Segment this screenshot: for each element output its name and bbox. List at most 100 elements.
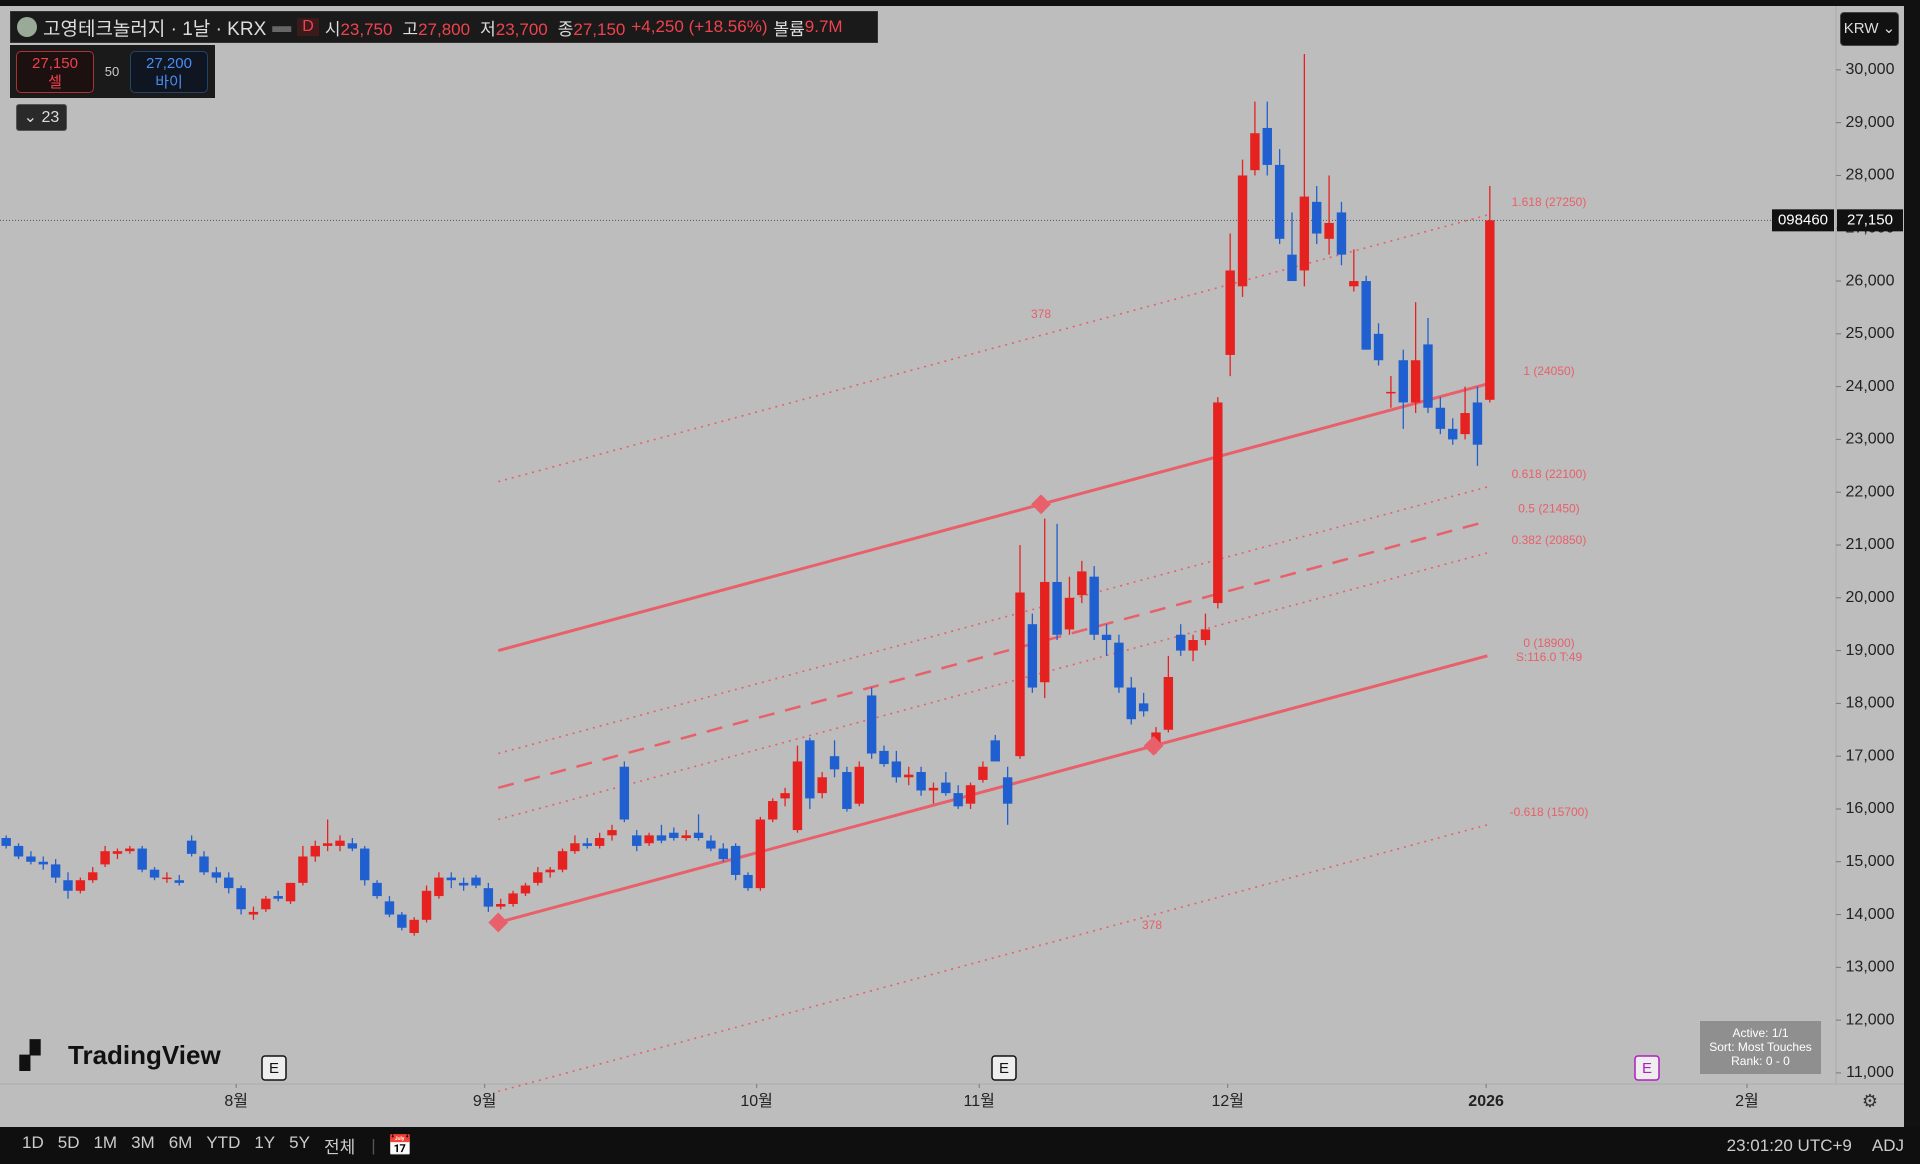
y-tick-label: 23,000 — [1846, 431, 1895, 448]
candle-body — [1324, 222, 1334, 239]
candle-body — [1262, 127, 1272, 165]
candle-body — [496, 903, 506, 907]
candle-body — [1225, 270, 1235, 355]
candle-body — [1423, 344, 1433, 408]
quote-label: 저 — [480, 19, 496, 39]
symbol-name: 고영테크놀러지 · 1날 · KRX — [43, 18, 267, 40]
candle-body — [236, 888, 246, 910]
range-button[interactable]: 5D — [57, 1133, 80, 1152]
candle-body — [471, 877, 481, 886]
range-button[interactable]: 전체 — [323, 1138, 356, 1157]
y-tick-label: 19,000 — [1846, 642, 1895, 659]
x-tick-label: 12월 — [1211, 1092, 1244, 1110]
candle-body — [582, 843, 592, 846]
quote-value: 23,750 — [340, 19, 393, 39]
candle-body — [743, 874, 753, 889]
quote-value: 27,800 — [418, 19, 471, 39]
candle-body — [50, 864, 61, 878]
y-tick-label: 28,000 — [1846, 167, 1895, 184]
candle-body — [990, 740, 1000, 762]
quote-value: 23,700 — [495, 19, 548, 39]
candle-body — [1250, 133, 1260, 171]
quote-item: 고27,800 — [402, 15, 470, 40]
candle-body — [1299, 196, 1310, 271]
range-button[interactable]: 1M — [93, 1133, 118, 1152]
channel-line — [498, 824, 1488, 1093]
candle-body — [360, 848, 370, 881]
channel-label: 0.5 (21450) — [1518, 501, 1579, 515]
symbol-header[interactable]: 고영테크놀러지 · 1날 · KRX ▬ D 시23,750 고27,800 저23… — [10, 11, 878, 43]
x-tick-label: 2026 — [1468, 1093, 1504, 1110]
candle-body — [1015, 592, 1025, 757]
logo-mark: ▞ — [19, 1039, 41, 1071]
candle-body — [211, 872, 222, 878]
candle-body — [718, 848, 728, 860]
candle-body — [1485, 220, 1495, 400]
y-tick-label: 12,000 — [1846, 1011, 1895, 1028]
indicators-toggle[interactable]: ⌄ 23 — [16, 104, 67, 131]
sell-label: 셀 — [48, 73, 62, 91]
candle-body — [409, 919, 419, 934]
currency-button[interactable]: KRW ⌄ — [1840, 12, 1899, 46]
buy-label: 바이 — [155, 73, 183, 91]
y-tick-label: 17,000 — [1846, 747, 1895, 764]
candle-body — [570, 843, 580, 852]
candle-body — [248, 911, 259, 915]
candle-body — [162, 877, 172, 880]
candle-body — [978, 766, 988, 780]
candle-body — [63, 880, 73, 891]
candle-body — [261, 898, 271, 910]
candle-body — [1101, 634, 1112, 641]
y-tick-label: 14,000 — [1846, 906, 1895, 923]
channel: 1.618 (27250) 1 (24050) 0.618 (22100) 0.5 (… — [497, 195, 1588, 1093]
range-button[interactable]: 5Y — [289, 1133, 310, 1152]
symbol-icon — [17, 17, 37, 37]
candle-body — [706, 840, 716, 849]
candle-body — [656, 835, 667, 841]
logo: ▞ TradingView — [19, 1039, 221, 1071]
channel-annotation: 378 — [1142, 918, 1162, 932]
candle-body — [669, 832, 679, 838]
logo-text: TradingView — [68, 1040, 221, 1070]
y-tick-label: 30,000 — [1846, 61, 1895, 78]
candle-body — [1287, 254, 1297, 282]
candle-body — [508, 893, 518, 904]
currency: KRW — [1843, 20, 1879, 37]
range-button[interactable]: 6M — [168, 1133, 193, 1152]
range-button[interactable]: 1D — [22, 1133, 44, 1152]
candle-body — [768, 801, 778, 820]
event-label: E — [1642, 1060, 1652, 1077]
candle-body — [1410, 360, 1421, 403]
candle-body — [1312, 201, 1322, 234]
candle-body — [112, 851, 123, 854]
channel-label: 0.382 (20850) — [1512, 533, 1587, 547]
candle-body — [1213, 402, 1223, 604]
y-tick-label: 29,000 — [1846, 114, 1895, 131]
candle-body — [137, 848, 147, 870]
channel-label: 1.618 (27250) — [1512, 195, 1587, 209]
bottom-toolbar: 1D 5D 1M 3M 6M YTD 1Y 5Y 전체 | 📅 23:01:20 UTC+9 A… — [0, 1127, 1920, 1164]
candle-body — [75, 880, 86, 891]
quote-value: 27,150 — [573, 19, 626, 39]
candle-body — [1, 837, 11, 846]
candle-body — [421, 890, 432, 920]
sell-button[interactable]: 27,150 셀 — [16, 50, 94, 93]
range-button[interactable]: 3M — [131, 1133, 155, 1152]
date-range-button[interactable]: 📅 — [387, 1135, 413, 1157]
candle-body — [619, 766, 630, 820]
anchor-handle — [488, 912, 509, 933]
divider: | — [371, 1135, 376, 1155]
candle-body — [1064, 597, 1075, 630]
candle-body — [446, 877, 456, 881]
candle-body — [681, 835, 691, 838]
buy-button[interactable]: 27,200 바이 — [130, 50, 208, 93]
candle-body — [817, 777, 827, 794]
range-button[interactable]: 1Y — [254, 1133, 276, 1152]
adjust-button[interactable]: ADJ — [1871, 1135, 1904, 1155]
range-button[interactable]: YTD — [206, 1133, 241, 1152]
candle-body — [545, 869, 555, 873]
buy-price: 27,200 — [146, 54, 192, 72]
symbol-code-box — [1772, 209, 1834, 232]
anchor-handle — [1143, 735, 1164, 756]
candle-body — [434, 877, 444, 897]
